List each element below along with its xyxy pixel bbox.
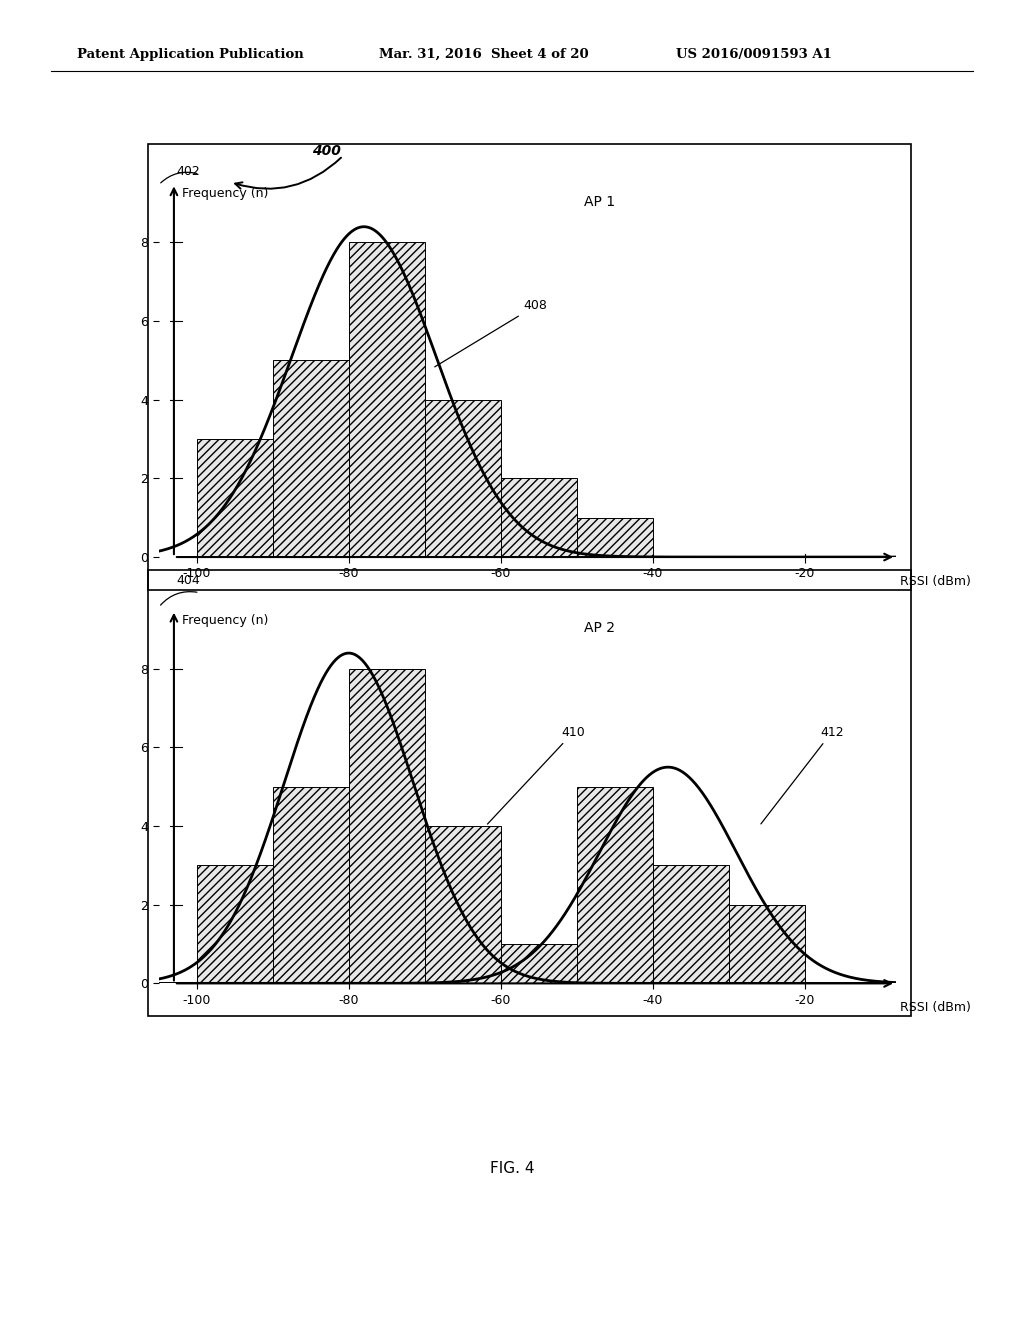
Bar	[425, 400, 501, 557]
Bar	[197, 440, 272, 557]
Text: 400: 400	[312, 144, 341, 158]
Text: 412: 412	[761, 726, 844, 824]
Bar	[272, 360, 349, 557]
Bar	[501, 478, 577, 557]
Bar	[349, 243, 425, 557]
Text: 408: 408	[435, 300, 548, 367]
Bar	[197, 866, 272, 983]
Text: RSSI (dBm): RSSI (dBm)	[900, 1001, 971, 1014]
Text: 404: 404	[176, 574, 200, 587]
Bar	[577, 787, 652, 983]
Text: AP 1: AP 1	[584, 194, 615, 209]
Text: FIG. 4: FIG. 4	[489, 1160, 535, 1176]
Text: AP 2: AP 2	[584, 620, 615, 635]
Bar	[729, 904, 805, 983]
Bar	[425, 826, 501, 983]
Text: 410: 410	[487, 726, 586, 824]
Bar	[349, 669, 425, 983]
Text: Patent Application Publication: Patent Application Publication	[77, 48, 303, 61]
Text: RSSI (dBm): RSSI (dBm)	[900, 574, 971, 587]
Text: Frequency (n): Frequency (n)	[181, 614, 268, 627]
Text: US 2016/0091593 A1: US 2016/0091593 A1	[676, 48, 831, 61]
Text: Frequency (n): Frequency (n)	[181, 187, 268, 201]
Bar	[577, 517, 652, 557]
Bar	[501, 944, 577, 983]
Bar	[652, 866, 729, 983]
Text: 402: 402	[176, 165, 200, 178]
Text: Mar. 31, 2016  Sheet 4 of 20: Mar. 31, 2016 Sheet 4 of 20	[379, 48, 589, 61]
Bar	[272, 787, 349, 983]
